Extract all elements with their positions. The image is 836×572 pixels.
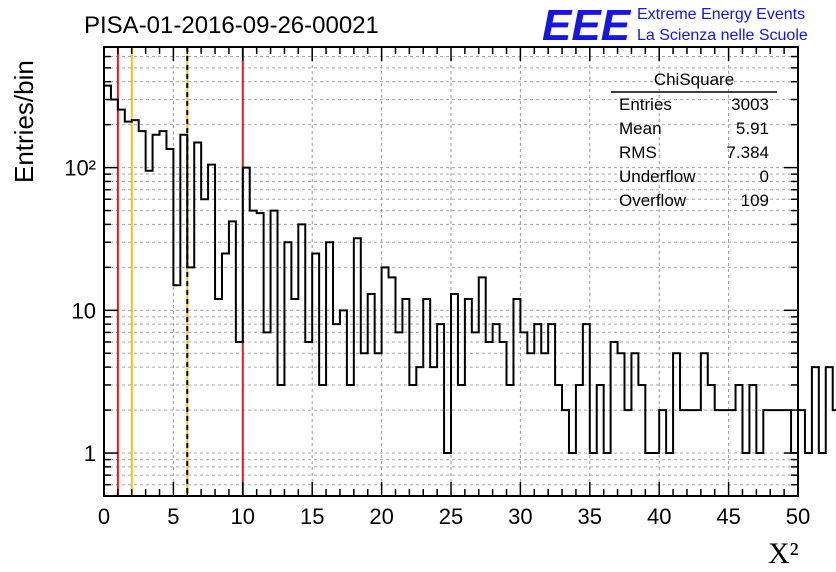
x-tick-label: 40 [647, 504, 671, 529]
x-tick-label: 20 [369, 504, 393, 529]
y-tick-label: 10² [64, 156, 96, 181]
plot-frame [103, 46, 799, 497]
y-axis-label: Entries/bin [9, 60, 39, 183]
x-tick-label: 30 [508, 504, 532, 529]
x-tick-label: 15 [300, 504, 324, 529]
x-tick-label: 35 [578, 504, 602, 529]
chart-title: PISA-01-2016-09-26-00021 [84, 12, 379, 39]
stats-value: 5.91 [736, 119, 769, 138]
x-axis-label: X² [768, 537, 799, 570]
x-tick-label: 0 [98, 504, 110, 529]
stats-box: ChiSquare Entries 3003 Mean 5.91 RMS 7.384 Und… [611, 70, 777, 210]
logo-line-1: Extreme Energy Events [637, 6, 805, 23]
stats-label: Underflow [619, 167, 696, 186]
stats-label: RMS [619, 143, 657, 162]
y-tick-label: 1 [84, 441, 96, 466]
x-tick-label: 10 [231, 504, 255, 529]
stats-value: 3003 [731, 95, 769, 114]
x-tick-label: 5 [167, 504, 179, 529]
eee-logo: EEE [542, 1, 632, 50]
axis-ticks [103, 46, 799, 497]
stats-value: 7.384 [726, 143, 769, 162]
tick-labels: 0 5 10 15 20 25 30 35 40 45 50 1 10 10² [64, 156, 810, 529]
x-tick-label: 25 [439, 504, 463, 529]
stats-value: 0 [760, 167, 769, 186]
logo-line-2: La Scienza nelle Scuole [637, 27, 808, 44]
x-tick-label: 45 [716, 504, 740, 529]
stats-label: Mean [619, 119, 662, 138]
y-tick-label: 10 [72, 298, 96, 323]
stats-title: ChiSquare [654, 70, 734, 89]
x-tick-label: 50 [786, 504, 810, 529]
stats-label: Overflow [619, 191, 687, 210]
stats-label: Entries [619, 95, 672, 114]
stats-value: 109 [741, 191, 769, 210]
histogram-line [104, 84, 836, 455]
